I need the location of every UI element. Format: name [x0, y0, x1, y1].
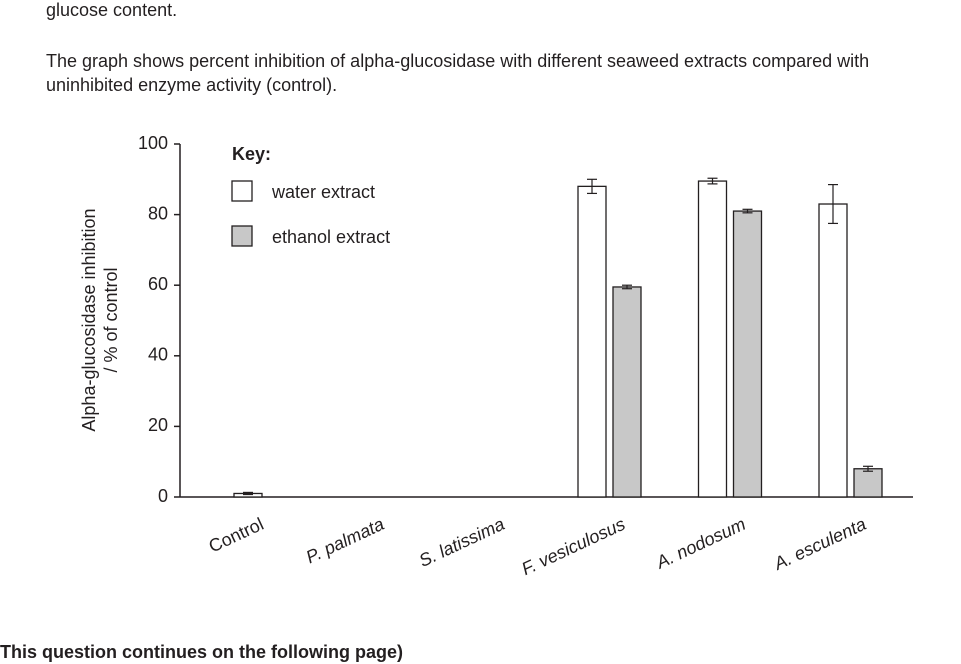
legend-label: ethanol extract — [272, 227, 390, 247]
y-tick-label: 40 — [148, 345, 168, 365]
x-tick-label: S. latissima — [416, 514, 508, 571]
y-axis-label: Alpha-glucosidase inhibition — [79, 208, 99, 431]
y-tick-label: 100 — [138, 133, 168, 153]
legend-swatch — [231, 225, 253, 247]
y-tick-label: 0 — [158, 486, 168, 506]
text: glucose content. — [46, 0, 178, 20]
y-tick-label: 60 — [148, 274, 168, 294]
x-tick-label: F. vesiculosus — [518, 514, 628, 579]
x-tick-label: A. nodosum — [652, 514, 748, 573]
error-bar — [622, 284, 632, 290]
error-bar — [243, 491, 253, 496]
y-tick-label: 80 — [148, 203, 168, 223]
y-tick-label: 20 — [148, 415, 168, 435]
x-tick-label: Control — [206, 514, 267, 557]
bar — [818, 203, 848, 498]
x-tick-label: A. esculenta — [770, 514, 869, 574]
bar — [853, 468, 883, 498]
bar — [612, 286, 642, 498]
x-tick-label: P. palmata — [303, 514, 387, 568]
bar — [732, 210, 763, 498]
error-bar — [587, 178, 597, 195]
legend-title: Key: — [232, 144, 271, 164]
legend-swatch — [231, 180, 253, 202]
error-bar — [863, 465, 873, 472]
error-bar — [828, 183, 838, 225]
error-bar — [742, 208, 753, 214]
paragraph: The graph shows percent inhibition of al… — [46, 51, 870, 95]
bar — [577, 185, 607, 498]
error-bar — [707, 177, 718, 185]
legend-label: water extract — [271, 182, 375, 202]
y-axis-label: / % of control — [101, 267, 121, 372]
bar — [697, 180, 728, 498]
